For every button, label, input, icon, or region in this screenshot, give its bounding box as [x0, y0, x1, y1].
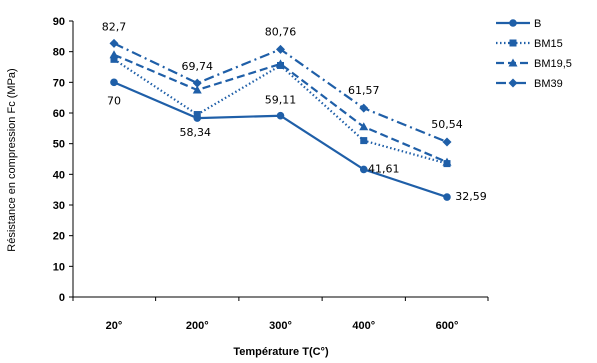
- data-point-b: [110, 78, 118, 87]
- y-tick-label: 60: [53, 108, 65, 120]
- x-axis-title: Température T(C°): [233, 346, 329, 358]
- series-markers: [109, 38, 452, 201]
- data-point-bm19-5: [359, 122, 369, 131]
- data-point-bm19-5: [442, 157, 452, 166]
- data-label: 41,61: [368, 162, 400, 175]
- data-label: 82,7: [102, 20, 127, 33]
- data-label: 70: [107, 94, 121, 107]
- legend: B BM15 BM19,5 BM39: [496, 18, 572, 90]
- x-tick-label: 20°: [106, 320, 123, 332]
- y-tick-label: 40: [53, 169, 65, 181]
- legend-marker-bm39: [508, 78, 518, 88]
- data-point-bm39: [442, 137, 452, 147]
- legend-label-bm39: BM39: [534, 78, 563, 90]
- data-point-b: [276, 111, 285, 120]
- data-label: 61,57: [348, 84, 380, 97]
- y-tick-label: 70: [53, 77, 65, 89]
- data-label: 80,76: [265, 25, 297, 38]
- data-label: 59,11: [265, 94, 297, 107]
- data-point-bm39: [109, 38, 119, 48]
- x-tick-label: 300°: [269, 320, 292, 332]
- y-tick-label: 80: [53, 47, 65, 59]
- data-point-bm15: [193, 111, 201, 119]
- x-ticks: 20° 200° 300° 400° 600°: [72, 297, 489, 332]
- y-tick-label: 90: [53, 16, 65, 28]
- data-point-bm39: [359, 103, 369, 113]
- data-labels: 70 58,34 59,11 41,61 32,59 82,7 69,74 80,76 61,5…: [102, 20, 487, 203]
- legend-label-bm19-5: BM19,5: [534, 58, 572, 70]
- data-label: 50,54: [431, 118, 463, 131]
- data-point-b: [359, 165, 368, 174]
- axes: [72, 21, 488, 298]
- legend-marker-b: [509, 19, 517, 27]
- legend-label-bm15: BM15: [534, 38, 563, 50]
- legend-marker-bm19-5: [508, 58, 518, 67]
- data-point-b: [443, 193, 451, 201]
- y-tick-label: 50: [53, 139, 65, 151]
- x-tick-label: 600°: [436, 320, 459, 332]
- series-line-bm19-5: [113, 53, 448, 164]
- y-tick-label: 30: [53, 200, 65, 212]
- data-point-bm39: [276, 44, 285, 54]
- y-tick-label: 0: [59, 292, 65, 304]
- data-point-bm15: [110, 55, 118, 63]
- y-tick-label: 20: [53, 231, 65, 243]
- data-point-bm19-5: [192, 85, 202, 94]
- data-label: 32,59: [455, 190, 487, 203]
- y-tick-label: 10: [53, 261, 65, 273]
- legend-label-b: B: [534, 18, 541, 30]
- legend-marker-bm15: [509, 39, 517, 47]
- data-point-bm39: [192, 78, 202, 88]
- y-axis-title: Résistance en compression Fc (MPa): [6, 68, 18, 251]
- data-point-bm15: [360, 137, 368, 145]
- data-point-bm19-5: [109, 50, 119, 59]
- data-label: 69,74: [182, 60, 214, 73]
- data-label: 58,34: [180, 126, 212, 139]
- y-ticks: 0 10 20 30 40 50 60 70 80 90: [53, 16, 73, 304]
- x-tick-label: 200°: [186, 320, 209, 332]
- data-point-bm19-5: [276, 59, 285, 68]
- x-tick-label: 400°: [352, 320, 375, 332]
